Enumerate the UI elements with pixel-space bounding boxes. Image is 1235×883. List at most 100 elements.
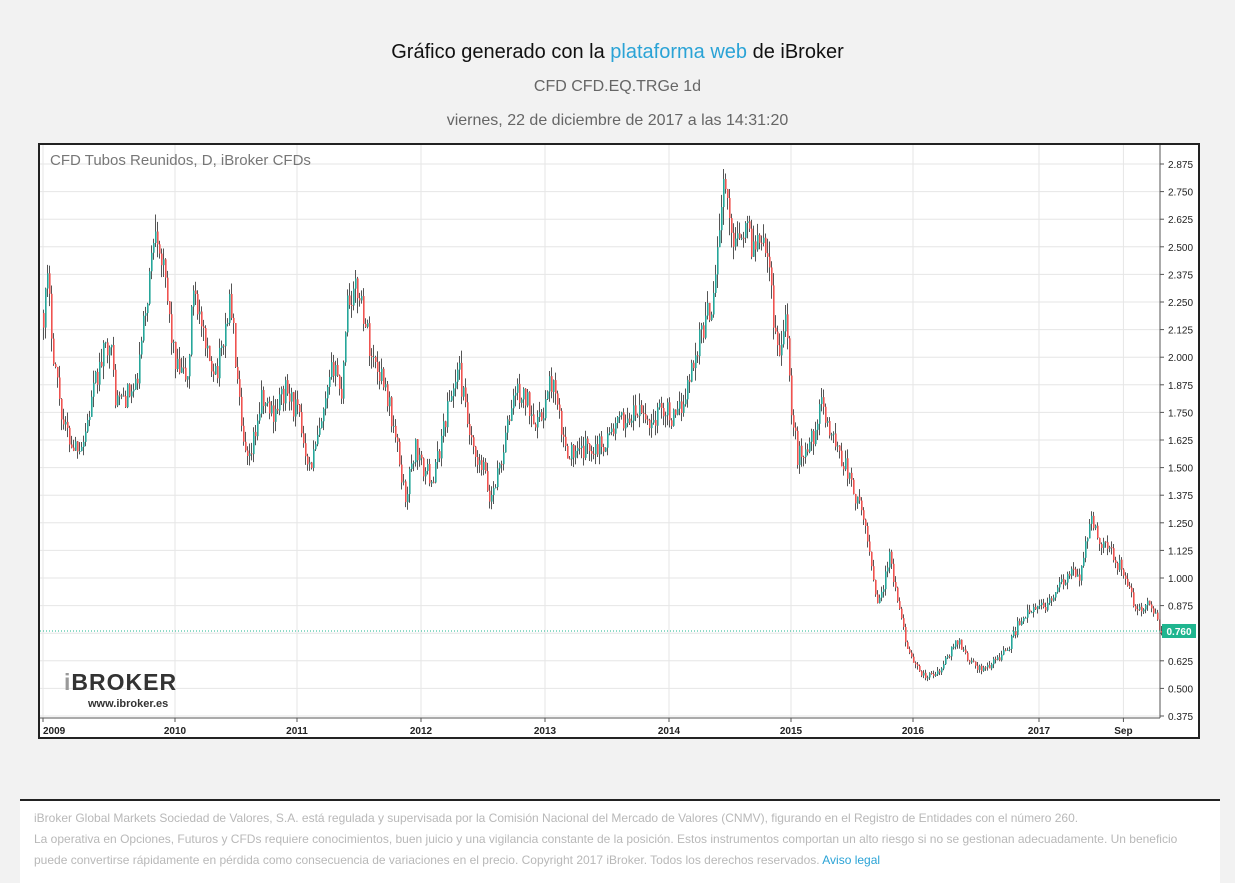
candle-up <box>151 252 153 272</box>
candle-down <box>769 256 771 268</box>
candle-up <box>1013 631 1015 636</box>
candle-down <box>873 566 875 581</box>
candle-up <box>1059 582 1061 588</box>
candle-down <box>1117 563 1119 570</box>
candle-up <box>763 237 765 244</box>
candle-up <box>699 329 701 357</box>
candle-up <box>1041 602 1043 606</box>
candle-down <box>371 355 373 358</box>
y-tick-label: 0.875 <box>1168 602 1193 613</box>
candle-down <box>217 366 219 379</box>
candle-down <box>167 277 169 302</box>
candle-down <box>363 296 365 324</box>
candle-down <box>915 662 917 665</box>
candle-up <box>953 646 955 648</box>
candle-up <box>419 454 421 461</box>
candle-up <box>879 597 881 604</box>
candle-up <box>347 295 349 333</box>
candle-down <box>767 253 769 257</box>
candle-down <box>853 479 855 495</box>
candle-down <box>895 582 897 588</box>
candle-up <box>453 388 455 397</box>
candle-up <box>577 447 579 451</box>
candle-up <box>1003 649 1005 655</box>
legal-notice-link[interactable]: Aviso legal <box>822 853 881 867</box>
candle-down <box>561 410 563 435</box>
candle-down <box>477 457 479 465</box>
candle-up <box>253 431 255 455</box>
candle-down <box>1135 606 1137 610</box>
candle-up <box>1031 611 1033 613</box>
candle-up <box>507 419 509 433</box>
candle-up <box>815 429 817 445</box>
candle-up <box>547 391 549 399</box>
candle-down <box>771 267 773 286</box>
candle-down <box>867 525 869 542</box>
logo-url: www.ibroker.es <box>87 698 168 710</box>
candle-down <box>731 218 733 233</box>
candle-down <box>233 317 235 324</box>
candle-up <box>657 407 659 426</box>
candle-up <box>617 417 619 423</box>
candle-down <box>277 408 279 411</box>
candle-down <box>351 304 353 306</box>
candle-down <box>357 278 359 299</box>
candle-up <box>81 446 83 451</box>
candle-up <box>331 362 333 377</box>
candle-up <box>685 399 687 405</box>
candle-down <box>1123 569 1125 576</box>
candle-up <box>575 450 577 458</box>
candle-down <box>1005 649 1007 651</box>
candle-up <box>285 380 287 404</box>
candle-down <box>957 640 959 645</box>
candle-down <box>289 393 291 402</box>
candle-down <box>509 419 511 421</box>
candle-up <box>227 322 229 324</box>
x-tick-label: 2014 <box>658 726 681 737</box>
candle-down <box>269 401 271 414</box>
candle-down <box>593 453 595 455</box>
candle-down <box>969 660 971 663</box>
candle-down <box>911 652 913 657</box>
candle-down <box>869 541 871 552</box>
candle-up <box>619 415 621 418</box>
candle-down <box>489 490 491 502</box>
candle-up <box>91 396 93 417</box>
candle-up <box>695 355 697 369</box>
candle-up <box>99 361 101 385</box>
candle-up <box>721 207 723 231</box>
candle-up <box>87 419 89 432</box>
candle-up <box>457 369 459 382</box>
candle-up <box>677 408 679 415</box>
x-tick-label: 2011 <box>286 726 308 737</box>
candle-down <box>1111 547 1113 549</box>
candle-up <box>1083 557 1085 566</box>
candle-down <box>579 447 581 449</box>
candle-down <box>519 383 521 403</box>
candle-up <box>1033 606 1035 612</box>
candle-up <box>327 386 329 399</box>
candle-down <box>761 242 763 244</box>
candle-down <box>183 367 185 369</box>
candle-down <box>421 454 423 459</box>
candle-up <box>955 640 957 647</box>
y-tick-label: 2.000 <box>1168 353 1193 364</box>
candle-down <box>55 364 57 368</box>
y-tick-label: 2.625 <box>1168 215 1193 226</box>
candle-up <box>455 381 457 389</box>
candle-up <box>329 376 331 387</box>
candle-down <box>839 445 841 451</box>
candle-up <box>1095 525 1097 529</box>
candle-down <box>635 405 637 416</box>
candle-up <box>517 383 519 393</box>
candle-up <box>881 591 883 598</box>
candle-up <box>189 354 191 377</box>
chart-title: CFD Tubos Reunidos, D, iBroker CFDs <box>50 152 311 169</box>
candle-down <box>1115 560 1117 564</box>
candle-up <box>979 665 981 670</box>
candle-up <box>47 273 49 289</box>
candle-up <box>163 259 165 266</box>
candle-down <box>341 388 343 399</box>
platform-link[interactable]: plataforma web <box>610 41 748 63</box>
candle-down <box>1029 609 1031 613</box>
